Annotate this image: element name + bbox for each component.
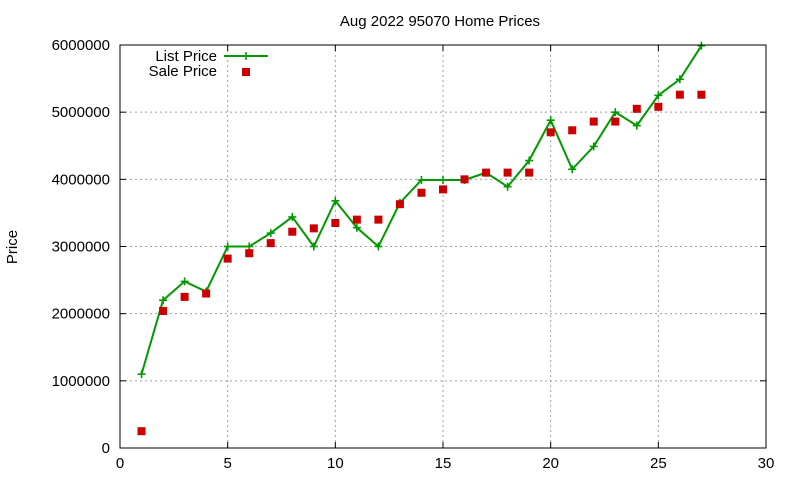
- plot-frame: [119, 44, 767, 449]
- y-tick-label: 5000000: [52, 104, 110, 121]
- data-point: [331, 218, 340, 227]
- data-point: [137, 427, 146, 436]
- data-point: [654, 91, 663, 100]
- axis-ticks: 0 1000000 2000000 3000000 4000000 5000000 6000…: [52, 37, 775, 472]
- y-tick-label: 6000000: [52, 37, 110, 54]
- data-point: [159, 296, 168, 305]
- data-point: [546, 128, 555, 137]
- x-tick-label: 30: [758, 455, 775, 472]
- data-point: [374, 215, 383, 224]
- data-point: [482, 168, 491, 177]
- data-point: [374, 242, 383, 251]
- data-point: [223, 242, 232, 251]
- data-point: [309, 242, 318, 251]
- data-point: [697, 41, 706, 50]
- data-point: [395, 200, 404, 209]
- data-point: [568, 165, 577, 174]
- data-point: [546, 116, 555, 125]
- data-point: [180, 277, 189, 286]
- data-point: [266, 239, 275, 248]
- data-point: [137, 370, 146, 379]
- y-tick-label: 3000000: [52, 239, 110, 256]
- data-point: [245, 249, 254, 258]
- x-tick-label: 25: [650, 455, 667, 472]
- data-point: [288, 227, 297, 236]
- data-point: [417, 188, 426, 197]
- data-point: [632, 104, 641, 113]
- data-point: [331, 196, 340, 205]
- series-line: [140, 45, 703, 375]
- data-point: [589, 142, 598, 151]
- data-point: [223, 254, 232, 263]
- legend-marker-list-price: [242, 52, 250, 60]
- legend: List Price Sale Price: [149, 48, 268, 80]
- data-point: [654, 102, 663, 111]
- data-point: [503, 182, 512, 191]
- legend-label-list-price: List Price: [155, 48, 217, 65]
- data-point: [245, 242, 254, 251]
- data-point: [697, 90, 706, 99]
- series-0: [137, 41, 706, 379]
- x-tick-label: 0: [116, 455, 124, 472]
- series-layer: [137, 41, 706, 436]
- series-1: [137, 90, 706, 436]
- data-point: [439, 176, 447, 185]
- data-point: [159, 306, 168, 315]
- y-tick-label: 0: [102, 440, 110, 457]
- data-point: [309, 224, 318, 233]
- data-point: [352, 215, 361, 224]
- y-tick-label: 2000000: [52, 306, 110, 323]
- grid: [120, 45, 766, 448]
- data-point: [611, 108, 620, 117]
- y-tick-label: 4000000: [52, 171, 110, 188]
- data-point: [611, 117, 620, 126]
- x-tick-label: 5: [223, 455, 231, 472]
- data-point: [568, 126, 577, 135]
- data-point: [202, 289, 211, 298]
- y-tick-label: 1000000: [52, 373, 110, 390]
- data-point: [525, 156, 534, 165]
- data-point: [675, 75, 684, 84]
- data-point: [417, 176, 426, 185]
- data-point: [589, 117, 598, 126]
- x-tick-label: 15: [435, 455, 452, 472]
- data-point: [180, 292, 189, 301]
- x-tick-label: 10: [327, 455, 344, 472]
- data-point: [266, 229, 275, 238]
- legend-label-sale-price: Sale Price: [149, 63, 217, 80]
- data-point: [503, 168, 512, 177]
- data-point: [352, 223, 361, 232]
- data-point: [525, 168, 534, 177]
- y-axis-label: Price: [4, 230, 21, 264]
- data-point: [632, 121, 641, 130]
- chart-title: Aug 2022 95070 Home Prices: [340, 13, 540, 30]
- data-point: [439, 185, 447, 194]
- x-tick-label: 20: [542, 455, 559, 472]
- data-point: [460, 175, 469, 184]
- data-point: [288, 212, 297, 221]
- data-point: [675, 90, 684, 99]
- legend-marker-sale-price: [242, 68, 250, 76]
